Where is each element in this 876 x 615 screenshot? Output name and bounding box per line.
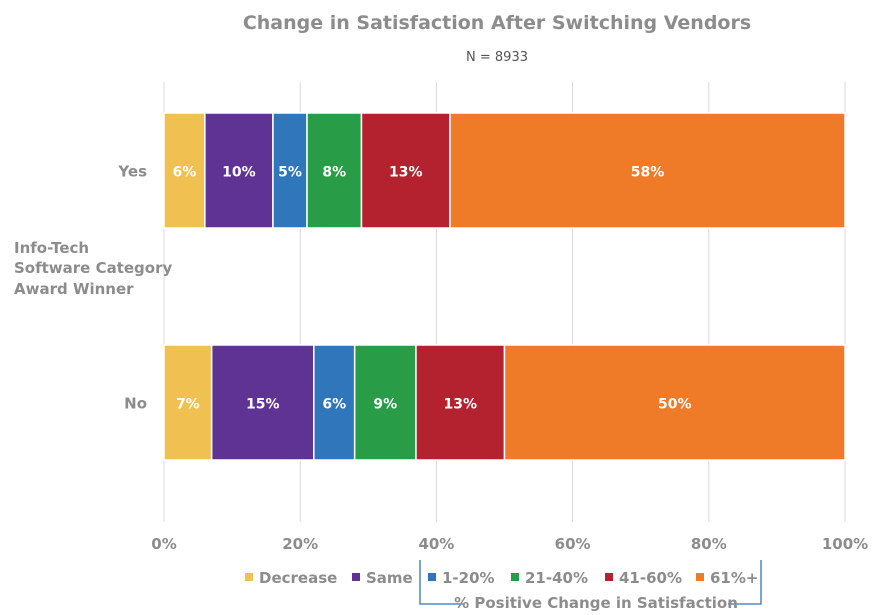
legend-label: 21-40% bbox=[525, 569, 588, 587]
data-label: 9% bbox=[373, 397, 397, 413]
legend-label: 61%+ bbox=[710, 569, 758, 587]
x-axis-ticks: 0% 20% 40% 60% 80% 100% bbox=[151, 535, 868, 553]
legend-swatch bbox=[511, 573, 519, 581]
bar-segment bbox=[163, 112, 206, 229]
x-tick-label: 20% bbox=[282, 535, 318, 553]
y-axis-label-line: Award Winner bbox=[14, 280, 134, 298]
data-label: 13% bbox=[443, 397, 477, 413]
legend-swatch bbox=[428, 573, 436, 581]
legend-label: Same bbox=[366, 569, 413, 587]
bars: Yes 6% 10% 5% 8% 13% 58% No 7% 15% 6% 9% 13% 50% bbox=[117, 112, 846, 461]
y-axis-label: Info-Tech Software Category Award Winner bbox=[14, 239, 172, 298]
data-label: 6% bbox=[322, 397, 346, 413]
legend-swatch bbox=[245, 573, 253, 581]
x-tick-label: 40% bbox=[418, 535, 454, 553]
x-tick-label: 100% bbox=[822, 535, 868, 553]
data-label: 50% bbox=[658, 397, 692, 413]
data-label: 6% bbox=[173, 165, 197, 181]
y-axis-label-line: Info-Tech bbox=[14, 239, 89, 257]
x-tick-label: 0% bbox=[151, 535, 176, 553]
legend: Decrease Same 1-20% 21-40% 41-60% 61%+ bbox=[245, 569, 758, 587]
legend-swatch bbox=[605, 573, 613, 581]
legend-label: 41-60% bbox=[619, 569, 682, 587]
bar-segment bbox=[210, 344, 315, 461]
chart-title: Change in Satisfaction After Switching V… bbox=[243, 12, 751, 34]
legend-label: Decrease bbox=[259, 569, 337, 587]
y-axis-label-line: Software Category bbox=[14, 259, 172, 277]
bar-segment bbox=[306, 112, 363, 229]
data-label: 10% bbox=[222, 165, 256, 181]
bar-segment bbox=[503, 344, 846, 461]
bar-segment bbox=[313, 344, 356, 461]
data-label: 58% bbox=[631, 165, 665, 181]
legend-group-bracket bbox=[419, 560, 762, 605]
legend-swatch bbox=[352, 573, 360, 581]
bar-segment bbox=[449, 112, 846, 229]
legend-group-label: % Positive Change in Satisfaction bbox=[454, 594, 738, 612]
legend-label: 1-20% bbox=[442, 569, 495, 587]
x-tick-label: 60% bbox=[555, 535, 591, 553]
x-tick-label: 80% bbox=[691, 535, 727, 553]
category-label: Yes bbox=[117, 163, 147, 181]
category-label: No bbox=[124, 395, 147, 413]
data-label: 5% bbox=[278, 165, 302, 181]
data-label: 7% bbox=[176, 397, 200, 413]
data-label: 15% bbox=[246, 397, 280, 413]
chart-subtitle: N = 8933 bbox=[466, 50, 528, 65]
bar-segment bbox=[163, 344, 213, 461]
data-label: 8% bbox=[322, 165, 346, 181]
bar-segment bbox=[415, 344, 506, 461]
legend-swatch bbox=[696, 573, 704, 581]
bar-segment bbox=[353, 344, 417, 461]
data-label: 13% bbox=[389, 165, 423, 181]
bar-segment bbox=[360, 112, 451, 229]
